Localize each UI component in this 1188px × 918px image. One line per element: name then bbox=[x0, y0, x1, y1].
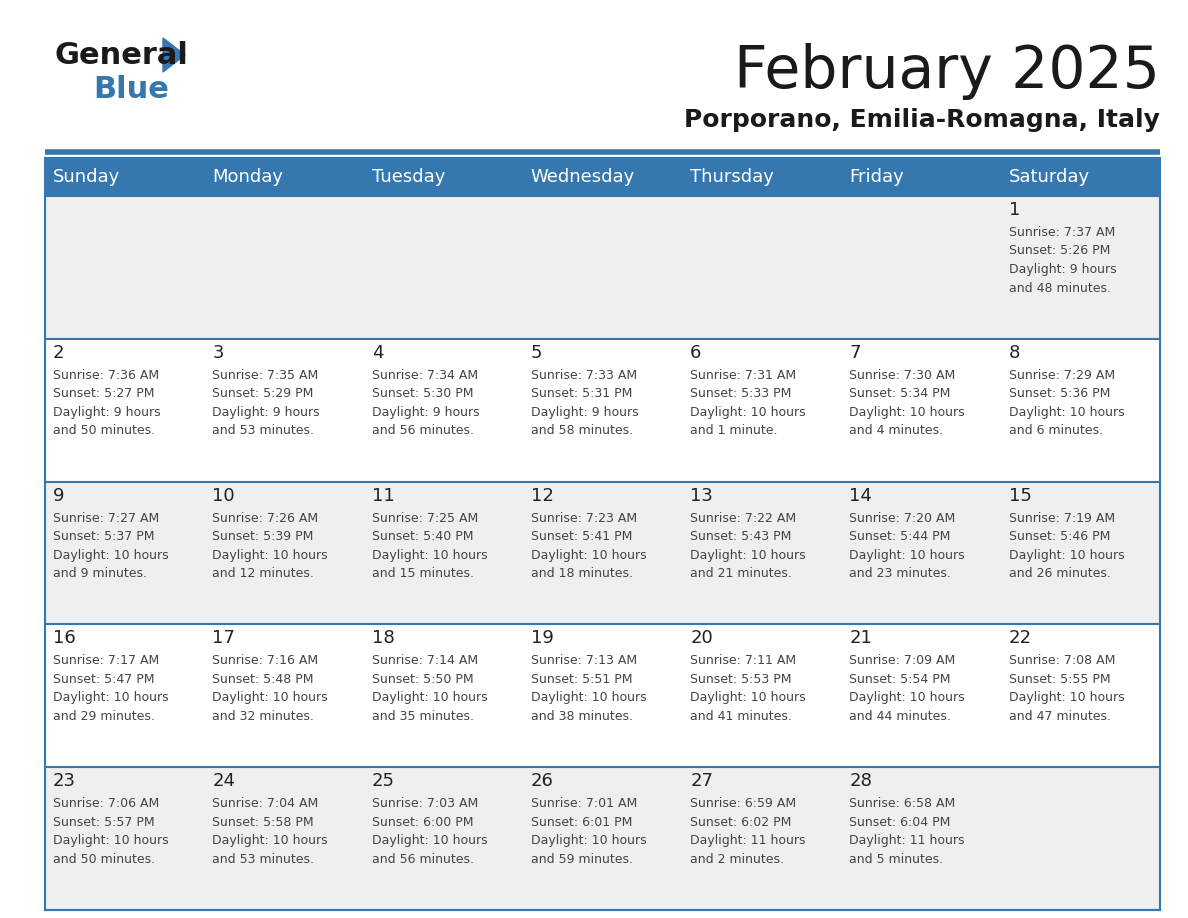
Text: 28: 28 bbox=[849, 772, 872, 790]
Text: 25: 25 bbox=[372, 772, 394, 790]
Text: 23: 23 bbox=[53, 772, 76, 790]
Text: Saturday: Saturday bbox=[1009, 168, 1089, 186]
Text: Sunrise: 7:33 AM
Sunset: 5:31 PM
Daylight: 9 hours
and 58 minutes.: Sunrise: 7:33 AM Sunset: 5:31 PM Dayligh… bbox=[531, 369, 638, 437]
Text: Sunrise: 7:08 AM
Sunset: 5:55 PM
Daylight: 10 hours
and 47 minutes.: Sunrise: 7:08 AM Sunset: 5:55 PM Dayligh… bbox=[1009, 655, 1124, 722]
Text: Sunrise: 7:31 AM
Sunset: 5:33 PM
Daylight: 10 hours
and 1 minute.: Sunrise: 7:31 AM Sunset: 5:33 PM Dayligh… bbox=[690, 369, 805, 437]
Text: 7: 7 bbox=[849, 344, 861, 362]
Text: Sunrise: 7:17 AM
Sunset: 5:47 PM
Daylight: 10 hours
and 29 minutes.: Sunrise: 7:17 AM Sunset: 5:47 PM Dayligh… bbox=[53, 655, 169, 722]
Text: Sunrise: 7:26 AM
Sunset: 5:39 PM
Daylight: 10 hours
and 12 minutes.: Sunrise: 7:26 AM Sunset: 5:39 PM Dayligh… bbox=[213, 511, 328, 580]
Text: Sunrise: 7:06 AM
Sunset: 5:57 PM
Daylight: 10 hours
and 50 minutes.: Sunrise: 7:06 AM Sunset: 5:57 PM Dayligh… bbox=[53, 797, 169, 866]
Text: Tuesday: Tuesday bbox=[372, 168, 446, 186]
Text: Sunrise: 7:13 AM
Sunset: 5:51 PM
Daylight: 10 hours
and 38 minutes.: Sunrise: 7:13 AM Sunset: 5:51 PM Dayligh… bbox=[531, 655, 646, 722]
Bar bbox=[45, 158, 1159, 196]
Bar bbox=[45, 767, 1159, 910]
Text: 13: 13 bbox=[690, 487, 713, 505]
Text: 4: 4 bbox=[372, 344, 383, 362]
Text: Sunrise: 7:27 AM
Sunset: 5:37 PM
Daylight: 10 hours
and 9 minutes.: Sunrise: 7:27 AM Sunset: 5:37 PM Dayligh… bbox=[53, 511, 169, 580]
Bar bbox=[45, 624, 1159, 767]
Text: Sunrise: 7:30 AM
Sunset: 5:34 PM
Daylight: 10 hours
and 4 minutes.: Sunrise: 7:30 AM Sunset: 5:34 PM Dayligh… bbox=[849, 369, 965, 437]
Text: Wednesday: Wednesday bbox=[531, 168, 636, 186]
Text: Sunrise: 7:03 AM
Sunset: 6:00 PM
Daylight: 10 hours
and 56 minutes.: Sunrise: 7:03 AM Sunset: 6:00 PM Dayligh… bbox=[372, 797, 487, 866]
Text: Sunrise: 6:59 AM
Sunset: 6:02 PM
Daylight: 11 hours
and 2 minutes.: Sunrise: 6:59 AM Sunset: 6:02 PM Dayligh… bbox=[690, 797, 805, 866]
Text: 20: 20 bbox=[690, 630, 713, 647]
Text: 3: 3 bbox=[213, 344, 223, 362]
Text: Sunrise: 7:16 AM
Sunset: 5:48 PM
Daylight: 10 hours
and 32 minutes.: Sunrise: 7:16 AM Sunset: 5:48 PM Dayligh… bbox=[213, 655, 328, 722]
Text: 5: 5 bbox=[531, 344, 543, 362]
Text: 17: 17 bbox=[213, 630, 235, 647]
Text: Sunrise: 7:34 AM
Sunset: 5:30 PM
Daylight: 9 hours
and 56 minutes.: Sunrise: 7:34 AM Sunset: 5:30 PM Dayligh… bbox=[372, 369, 479, 437]
Text: Sunrise: 7:37 AM
Sunset: 5:26 PM
Daylight: 9 hours
and 48 minutes.: Sunrise: 7:37 AM Sunset: 5:26 PM Dayligh… bbox=[1009, 226, 1117, 295]
Text: Sunrise: 7:11 AM
Sunset: 5:53 PM
Daylight: 10 hours
and 41 minutes.: Sunrise: 7:11 AM Sunset: 5:53 PM Dayligh… bbox=[690, 655, 805, 722]
Text: Porporano, Emilia-Romagna, Italy: Porporano, Emilia-Romagna, Italy bbox=[684, 108, 1159, 132]
Text: 8: 8 bbox=[1009, 344, 1020, 362]
Text: 21: 21 bbox=[849, 630, 872, 647]
Text: 27: 27 bbox=[690, 772, 713, 790]
Text: 16: 16 bbox=[53, 630, 76, 647]
Text: Sunrise: 7:19 AM
Sunset: 5:46 PM
Daylight: 10 hours
and 26 minutes.: Sunrise: 7:19 AM Sunset: 5:46 PM Dayligh… bbox=[1009, 511, 1124, 580]
Text: Sunrise: 7:14 AM
Sunset: 5:50 PM
Daylight: 10 hours
and 35 minutes.: Sunrise: 7:14 AM Sunset: 5:50 PM Dayligh… bbox=[372, 655, 487, 722]
Text: 15: 15 bbox=[1009, 487, 1031, 505]
Text: 10: 10 bbox=[213, 487, 235, 505]
Text: February 2025: February 2025 bbox=[734, 43, 1159, 100]
Text: Sunrise: 7:09 AM
Sunset: 5:54 PM
Daylight: 10 hours
and 44 minutes.: Sunrise: 7:09 AM Sunset: 5:54 PM Dayligh… bbox=[849, 655, 965, 722]
Text: Sunrise: 7:29 AM
Sunset: 5:36 PM
Daylight: 10 hours
and 6 minutes.: Sunrise: 7:29 AM Sunset: 5:36 PM Dayligh… bbox=[1009, 369, 1124, 437]
Text: 18: 18 bbox=[372, 630, 394, 647]
Text: 6: 6 bbox=[690, 344, 702, 362]
Text: Monday: Monday bbox=[213, 168, 283, 186]
Text: Sunday: Sunday bbox=[53, 168, 120, 186]
Text: 9: 9 bbox=[53, 487, 64, 505]
Polygon shape bbox=[163, 38, 185, 72]
Text: 26: 26 bbox=[531, 772, 554, 790]
Text: 11: 11 bbox=[372, 487, 394, 505]
Text: Sunrise: 7:01 AM
Sunset: 6:01 PM
Daylight: 10 hours
and 59 minutes.: Sunrise: 7:01 AM Sunset: 6:01 PM Dayligh… bbox=[531, 797, 646, 866]
Text: Sunrise: 7:04 AM
Sunset: 5:58 PM
Daylight: 10 hours
and 53 minutes.: Sunrise: 7:04 AM Sunset: 5:58 PM Dayligh… bbox=[213, 797, 328, 866]
Text: Blue: Blue bbox=[93, 75, 169, 105]
Bar bbox=[45, 482, 1159, 624]
Text: Sunrise: 6:58 AM
Sunset: 6:04 PM
Daylight: 11 hours
and 5 minutes.: Sunrise: 6:58 AM Sunset: 6:04 PM Dayligh… bbox=[849, 797, 965, 866]
Bar bbox=[45, 196, 1159, 339]
Text: Sunrise: 7:25 AM
Sunset: 5:40 PM
Daylight: 10 hours
and 15 minutes.: Sunrise: 7:25 AM Sunset: 5:40 PM Dayligh… bbox=[372, 511, 487, 580]
Text: 19: 19 bbox=[531, 630, 554, 647]
Text: 22: 22 bbox=[1009, 630, 1031, 647]
Bar bbox=[45, 339, 1159, 482]
Text: 12: 12 bbox=[531, 487, 554, 505]
Text: Sunrise: 7:35 AM
Sunset: 5:29 PM
Daylight: 9 hours
and 53 minutes.: Sunrise: 7:35 AM Sunset: 5:29 PM Dayligh… bbox=[213, 369, 320, 437]
Text: 2: 2 bbox=[53, 344, 64, 362]
Text: 14: 14 bbox=[849, 487, 872, 505]
Text: 1: 1 bbox=[1009, 201, 1020, 219]
Text: Sunrise: 7:20 AM
Sunset: 5:44 PM
Daylight: 10 hours
and 23 minutes.: Sunrise: 7:20 AM Sunset: 5:44 PM Dayligh… bbox=[849, 511, 965, 580]
Text: Thursday: Thursday bbox=[690, 168, 775, 186]
Text: 24: 24 bbox=[213, 772, 235, 790]
Text: Sunrise: 7:36 AM
Sunset: 5:27 PM
Daylight: 9 hours
and 50 minutes.: Sunrise: 7:36 AM Sunset: 5:27 PM Dayligh… bbox=[53, 369, 160, 437]
Text: Sunrise: 7:22 AM
Sunset: 5:43 PM
Daylight: 10 hours
and 21 minutes.: Sunrise: 7:22 AM Sunset: 5:43 PM Dayligh… bbox=[690, 511, 805, 580]
Text: Sunrise: 7:23 AM
Sunset: 5:41 PM
Daylight: 10 hours
and 18 minutes.: Sunrise: 7:23 AM Sunset: 5:41 PM Dayligh… bbox=[531, 511, 646, 580]
Text: General: General bbox=[55, 40, 189, 70]
Text: Friday: Friday bbox=[849, 168, 904, 186]
